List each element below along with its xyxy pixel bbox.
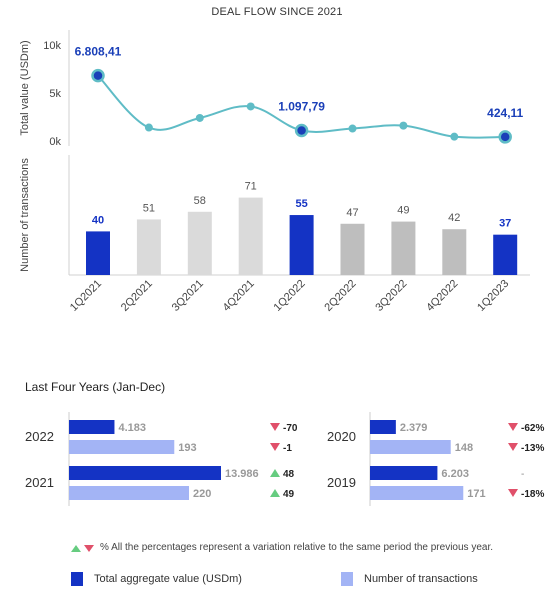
up-arrow-icon (270, 469, 280, 477)
change-label: -1 (283, 443, 292, 454)
line-point (348, 124, 357, 133)
x-tick-label: 3Q2022 (373, 278, 409, 314)
transaction-bar (289, 215, 314, 275)
count-label: 220 (193, 488, 211, 500)
down-arrow-icon (508, 489, 518, 497)
line-point (144, 123, 153, 132)
x-tick-label: 3Q2021 (170, 278, 206, 314)
section-title: Last Four Years (Jan-Dec) (25, 380, 166, 394)
bar-value-label: 37 (499, 218, 511, 230)
x-tick-label: 1Q2022 (272, 278, 308, 314)
x-tick-label: 4Q2021 (221, 278, 257, 314)
legend-label-count: Number of transactions (364, 573, 478, 585)
bar-value-label: 58 (194, 195, 206, 207)
transaction-bar (442, 229, 467, 275)
legend-swatch-count (341, 572, 353, 586)
bar-value-label: 47 (346, 207, 358, 219)
count-bar (69, 486, 189, 500)
x-tick-label: 4Q2022 (424, 278, 460, 314)
change-label: -18% (521, 489, 544, 500)
line-point-highlight (294, 123, 309, 138)
year-label: 2021 (25, 475, 54, 490)
change-label: 49 (283, 489, 295, 500)
value-label: 13.986 (225, 468, 259, 480)
value-bar (370, 420, 396, 434)
down-arrow-icon (270, 443, 280, 451)
count-label: 171 (467, 488, 485, 500)
count-bar (370, 486, 464, 500)
count-bar (370, 440, 451, 454)
line-point-highlight (91, 68, 105, 83)
x-tick-label: 2Q2022 (322, 278, 358, 314)
line-y-axis-label: Total value (USDm) (19, 40, 31, 135)
value-label: 4.183 (118, 422, 146, 434)
y-tick-label: 10k (43, 40, 61, 52)
bar-value-label: 49 (397, 205, 409, 217)
count-label: 193 (178, 442, 196, 454)
line-point (195, 113, 204, 122)
bar-value-label: 55 (295, 198, 307, 210)
line-value-label: 424,11 (487, 106, 523, 120)
down-arrow-icon (508, 423, 518, 431)
transaction-bar (136, 219, 161, 275)
line-value-label: 6.808,41 (75, 45, 122, 59)
transaction-bar (187, 211, 212, 275)
bar-y-axis-label: Number of transactions (19, 158, 31, 272)
y-tick-label: 5k (49, 88, 61, 100)
value-bar (370, 466, 438, 480)
year-label: 2020 (327, 429, 356, 444)
transaction-bar (493, 234, 518, 275)
up-arrow-icon (270, 489, 280, 497)
bar-value-label: 40 (92, 214, 104, 226)
value-label: 6.203 (441, 468, 469, 480)
line-point (450, 132, 459, 141)
bar-value-label: 71 (245, 181, 257, 193)
value-label: 2.379 (400, 422, 428, 434)
change-label: 48 (283, 469, 295, 480)
change-label: -13% (521, 443, 544, 454)
transaction-bar (238, 197, 263, 275)
x-tick-label: 1Q2023 (475, 278, 511, 314)
down-arrow-icon (508, 443, 518, 451)
change-label: -70 (283, 423, 298, 434)
x-tick-label: 2Q2021 (119, 278, 155, 314)
y-tick-label: 0k (49, 136, 61, 148)
four-years-chart: 2022 4.183 193 -70 -1 2021 13.986 220 48 49 2020 2.… (25, 412, 544, 506)
deal-flow-chart: 10k 5k 0k Total value (USDm) 6.808,41 1.097,7… (19, 30, 530, 314)
transaction-bar (391, 221, 416, 275)
line-point-highlight (498, 130, 512, 144)
year-label: 2019 (327, 475, 356, 490)
line-point (246, 102, 255, 111)
value-bar (69, 466, 221, 480)
line-point (399, 121, 408, 130)
year-label: 2022 (25, 429, 54, 444)
down-arrow-icon (270, 423, 280, 431)
line-value-label: 1.097,79 (278, 99, 325, 113)
count-bar (69, 440, 175, 454)
change-label: - (521, 469, 524, 480)
transaction-bar (340, 223, 365, 275)
bar-value-label: 51 (143, 202, 155, 214)
chart-title: DEAL FLOW SINCE 2021 (211, 6, 343, 18)
bar-value-label: 42 (448, 212, 460, 224)
transaction-bar (86, 231, 110, 275)
x-tick-label: 1Q2021 (68, 278, 104, 314)
count-label: 148 (455, 442, 473, 454)
footnote: % All the percentages represent a variat… (100, 542, 494, 553)
legend-swatch-value (71, 572, 83, 586)
change-label: -62% (521, 423, 544, 434)
value-bar (69, 420, 115, 434)
legend-label-value: Total aggregate value (USDm) (94, 573, 242, 585)
change-arrows-icon (71, 545, 94, 552)
